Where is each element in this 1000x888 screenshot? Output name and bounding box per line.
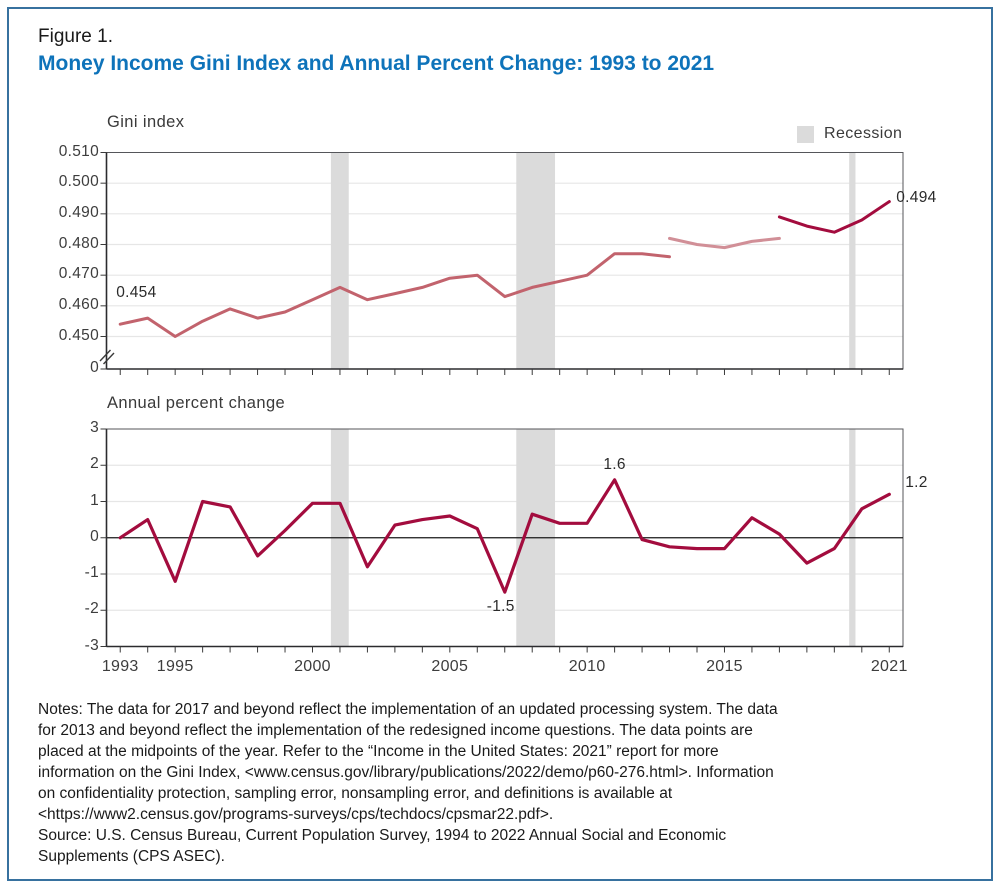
notes-line: information on the Gini Index, <www.cens… <box>38 764 774 781</box>
notes-line: for 2013 and beyond reflect the implemen… <box>38 722 753 739</box>
gini-chart-title: Gini index <box>107 113 185 131</box>
axis-break-mark <box>99 349 112 362</box>
source-line: Supplements (CPS ASEC). <box>38 848 225 865</box>
notes-line: <https://www2.census.gov/programs-survey… <box>38 806 554 823</box>
percent-change-line <box>118 478 891 594</box>
figure-number: Figure 1. <box>38 26 113 47</box>
recession-legend-label: Recession <box>824 125 903 142</box>
recession-band <box>849 152 856 369</box>
percent-change-chart-title: Annual percent change <box>107 394 286 412</box>
axis-break-mark <box>102 352 115 365</box>
notes-line: placed at the midpoints of the year. Ref… <box>38 743 719 760</box>
notes-line: Notes: The data for 2017 and beyond refl… <box>38 701 778 718</box>
recession-legend: Recession <box>797 125 902 143</box>
recession-band <box>330 152 349 369</box>
source-text: Source: U.S. Census Bureau, Current Popu… <box>38 825 973 867</box>
source-line: Source: U.S. Census Bureau, Current Popu… <box>38 827 727 844</box>
notes-line: on confidentiality protection, sampling … <box>38 785 673 802</box>
recession-swatch-icon <box>797 125 814 143</box>
gini-line-segment-1 <box>668 236 781 250</box>
figure-title: Money Income Gini Index and Annual Perce… <box>38 52 715 75</box>
notes-text: Notes: The data for 2017 and beyond refl… <box>38 699 973 825</box>
recession-band <box>516 152 556 369</box>
gini-line-segment-0 <box>118 252 671 338</box>
gini-line-segment-2 <box>777 200 891 234</box>
